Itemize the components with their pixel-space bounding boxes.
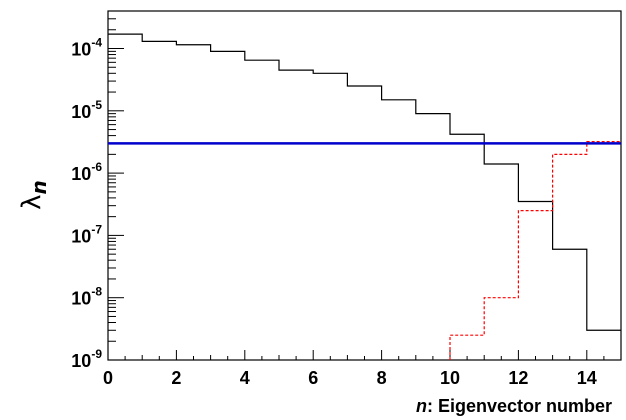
- black-histogram: [108, 33, 621, 331]
- x-tick-label: 4: [240, 368, 250, 388]
- y-tick-labels: 10-4 10-5 10-6 10-7 10-8 10-9: [71, 36, 102, 371]
- y-axis-title: λn: [17, 180, 51, 210]
- x-tick-label: 10: [440, 368, 460, 388]
- x-tick-label: 6: [308, 368, 318, 388]
- plot-frame: [107, 10, 622, 361]
- x-tick-label: 14: [577, 368, 597, 388]
- y-tick-label: 10-9: [71, 347, 102, 371]
- y-tick-label: 10-4: [71, 36, 102, 60]
- y-tick-label: 10-6: [71, 160, 102, 184]
- x-tick-label: 2: [171, 368, 181, 388]
- x-tick-label: 0: [103, 368, 113, 388]
- series-group: [108, 33, 621, 360]
- y-tick-label: 10-5: [71, 98, 102, 122]
- x-axis-title: n: Eigenvector number: [416, 396, 612, 416]
- x-tick-labels: 0 2 4 6 8 10 12 14: [103, 368, 597, 388]
- red-dashed-histogram: [449, 141, 621, 360]
- x-tick-label: 8: [377, 368, 387, 388]
- y-tick-label: 10-7: [71, 222, 102, 246]
- x-tick-label: 12: [508, 368, 528, 388]
- y-tick-label: 10-8: [71, 285, 102, 309]
- axis-ticks: [107, 10, 622, 361]
